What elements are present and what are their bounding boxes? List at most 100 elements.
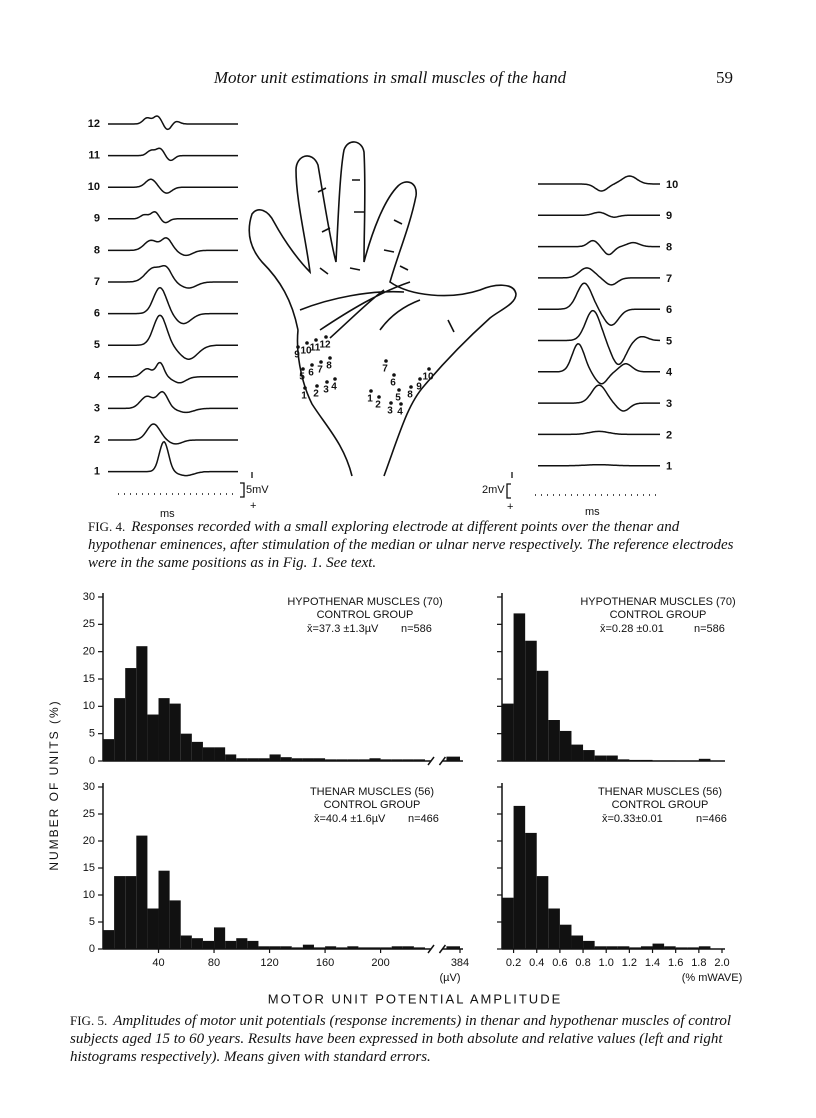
trace-label: 12: [88, 118, 100, 130]
y-tick-label: 30: [83, 591, 95, 603]
electrode-point: [305, 341, 309, 345]
bar: [258, 758, 270, 761]
electrode-label: 2: [313, 389, 319, 400]
electrode-label: 10: [300, 346, 312, 357]
trace-label: 10: [88, 181, 100, 193]
bar: [202, 940, 215, 949]
trace: [538, 343, 660, 385]
polarity: +: [507, 501, 513, 513]
trace-label: 9: [94, 213, 100, 225]
bar: [369, 947, 381, 949]
bar: [136, 835, 148, 949]
electrode-point: [399, 402, 403, 406]
scale-label: 5mV: [246, 484, 269, 496]
annotation: n=466: [408, 813, 439, 825]
electrode-label: 9: [294, 350, 300, 361]
annotation: HYPOTHENAR MUSCLES (70): [287, 596, 442, 608]
caption-text: Responses recorded with a small explorin…: [88, 519, 734, 571]
electrode-point: [397, 388, 401, 392]
bar: [525, 640, 537, 761]
x-tick-label: 1.8: [691, 957, 706, 969]
bar: [103, 930, 115, 949]
bar: [380, 947, 392, 949]
x-tick-label: 0.4: [529, 957, 544, 969]
electrode-label: 5: [395, 393, 401, 404]
electrode-label: 7: [382, 364, 388, 375]
trace: [538, 211, 660, 218]
bar: [280, 757, 292, 761]
axis-break: [427, 756, 447, 766]
trace-label: 6: [94, 308, 100, 320]
bar: [236, 758, 248, 761]
electrode-point: [301, 367, 305, 371]
x-tick-label: 0.2: [506, 957, 521, 969]
bar: [258, 946, 270, 949]
electrode-label: 6: [308, 368, 314, 379]
trace-label: 4: [666, 367, 673, 379]
traces: [108, 115, 661, 477]
y-tick-label: 20: [83, 835, 95, 847]
trace-label: 1: [666, 461, 672, 473]
trace: [108, 115, 238, 131]
annotation: HYPOTHENAR MUSCLES (70): [580, 596, 735, 608]
y-tick-label: 10: [83, 889, 95, 901]
bar: [325, 759, 337, 761]
page-number: 59: [716, 68, 733, 87]
bar: [606, 755, 618, 761]
electrode-label: 4: [397, 407, 403, 418]
trace: [538, 463, 660, 467]
bar: [180, 935, 192, 949]
annotation: x̄=0.33±0.01: [602, 813, 663, 825]
y-tick-label: 15: [83, 673, 95, 685]
bar: [513, 805, 526, 949]
bar: [548, 908, 560, 949]
electrode-point: [319, 360, 323, 364]
trace: [108, 423, 238, 445]
electrode-point: [315, 384, 319, 388]
y-tick-label: 15: [83, 862, 95, 874]
bar: [583, 750, 595, 761]
bar: [291, 758, 303, 761]
bar: [291, 947, 303, 949]
x-tick-label: 200: [371, 957, 389, 969]
electrode-point: [389, 401, 393, 405]
trace-label: 2: [666, 429, 672, 441]
bar: [652, 760, 665, 761]
bar: [446, 756, 460, 761]
bar: [502, 703, 514, 761]
hand-drawing: [248, 141, 517, 477]
bar: [571, 935, 584, 949]
trace-label: 5: [666, 335, 672, 347]
running-title: Motor unit estimations in small muscles …: [213, 68, 567, 87]
bar: [402, 946, 414, 949]
electrode-label: 3: [323, 385, 329, 396]
bar: [125, 668, 137, 761]
bar: [214, 747, 226, 761]
bar: [202, 747, 215, 761]
trace: [108, 440, 238, 477]
bar: [391, 759, 403, 761]
trace: [108, 390, 238, 414]
electrode-label: 2: [375, 400, 381, 411]
electrode-point: [296, 345, 300, 349]
x-tick-label: 160: [316, 957, 334, 969]
bar: [675, 947, 688, 949]
bar: [302, 944, 314, 949]
electrode-point: [427, 367, 431, 371]
y-tick-label: 20: [83, 646, 95, 658]
electrode-label: 11: [310, 343, 321, 354]
trace: [538, 384, 660, 412]
annotation: x̄=0.28 ±0.01: [600, 623, 664, 635]
y-tick-label: 10: [83, 700, 95, 712]
polarity: +: [250, 500, 256, 512]
bar: [169, 703, 181, 761]
trace: [538, 175, 660, 192]
trace-label: 2: [94, 434, 100, 446]
bar: [629, 947, 641, 949]
trace-label: 7: [666, 273, 672, 285]
time-unit: ms: [160, 508, 175, 520]
bar: [302, 758, 314, 761]
y-axis-label: NUMBER OF UNITS (%): [47, 699, 61, 870]
